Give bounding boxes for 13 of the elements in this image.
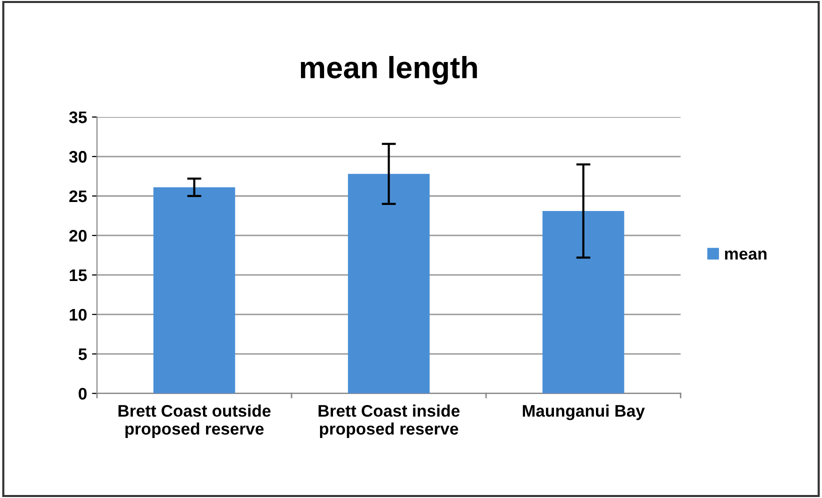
- legend-label: mean: [725, 250, 766, 260]
- x-tick-label: Brett Coast outside proposed reserve: [118, 404, 271, 438]
- y-tick-label: 0: [78, 388, 87, 400]
- y-tick-label: 20: [69, 230, 87, 242]
- chart-title: mean length: [300, 56, 477, 85]
- y-tick-label: 25: [69, 190, 87, 202]
- y-tick-label: 5: [78, 348, 87, 360]
- y-tick-label: 10: [70, 308, 87, 321]
- y-tick-label: 30: [69, 150, 87, 163]
- y-tick-label: 35: [69, 111, 87, 124]
- x-tick-label: Maunganui Bay: [522, 404, 645, 420]
- y-tick-label: 15: [70, 270, 87, 282]
- x-tick-label: Brett Coast inside proposed reserve: [318, 404, 460, 438]
